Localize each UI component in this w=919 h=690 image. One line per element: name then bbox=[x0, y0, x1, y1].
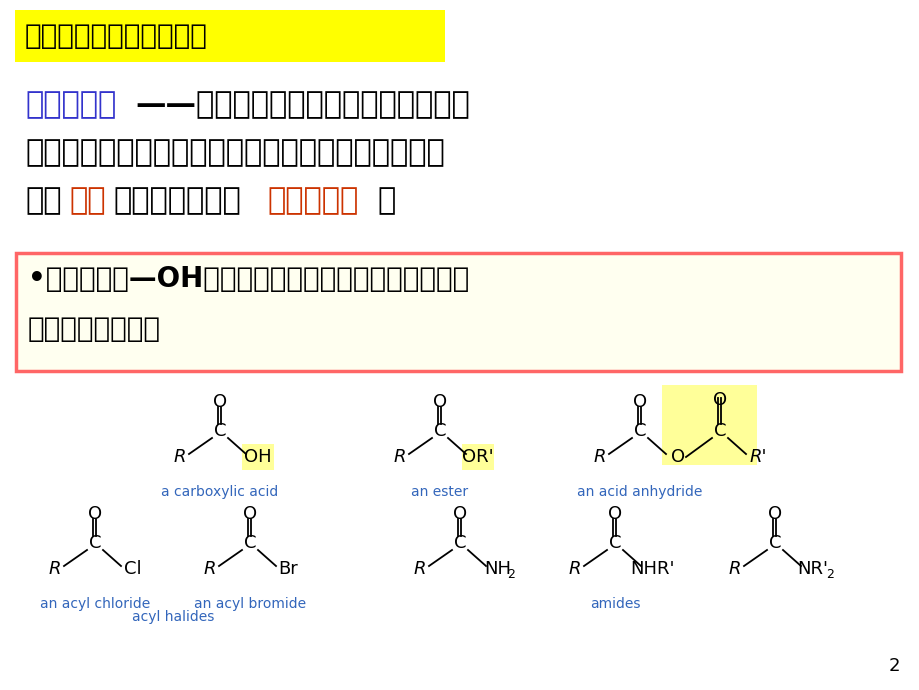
Text: C: C bbox=[88, 534, 101, 552]
Text: OR': OR' bbox=[461, 448, 494, 466]
Text: 羧酸衍生物的结构和命名: 羧酸衍生物的结构和命名 bbox=[25, 22, 208, 50]
FancyBboxPatch shape bbox=[16, 253, 900, 371]
Text: amides: amides bbox=[589, 597, 640, 611]
Text: C: C bbox=[213, 422, 226, 440]
Text: 酰基化合物: 酰基化合物 bbox=[267, 186, 357, 215]
Text: a carboxylic acid: a carboxylic acid bbox=[161, 485, 278, 499]
FancyBboxPatch shape bbox=[461, 444, 494, 470]
Text: O: O bbox=[243, 505, 256, 523]
Text: 。: 。 bbox=[377, 186, 395, 215]
Text: O: O bbox=[670, 448, 685, 466]
Text: C: C bbox=[608, 534, 620, 552]
FancyBboxPatch shape bbox=[662, 385, 756, 465]
FancyBboxPatch shape bbox=[15, 10, 445, 62]
Text: OH: OH bbox=[244, 448, 271, 466]
Text: R: R bbox=[414, 560, 425, 578]
Text: •羧酸分子中—OH被不同取代基取代，分别称为酰卤、: •羧酸分子中—OH被不同取代基取代，分别称为酰卤、 bbox=[28, 265, 469, 293]
Text: R: R bbox=[728, 560, 741, 578]
Text: R: R bbox=[203, 560, 216, 578]
Text: NR': NR' bbox=[797, 560, 828, 578]
Text: R: R bbox=[174, 448, 186, 466]
Text: C: C bbox=[453, 534, 466, 552]
Text: O: O bbox=[607, 505, 621, 523]
Text: 酸酐、酰胺和酯：: 酸酐、酰胺和酯： bbox=[28, 315, 161, 343]
Text: 2: 2 bbox=[825, 567, 834, 580]
Text: ——一般指羧基中的烃基被其他原子或: ——一般指羧基中的烃基被其他原子或 bbox=[135, 90, 470, 119]
Text: acyl halides: acyl halides bbox=[131, 610, 214, 624]
Text: 2: 2 bbox=[506, 567, 515, 580]
Text: an ester: an ester bbox=[411, 485, 468, 499]
Text: O: O bbox=[712, 391, 726, 409]
Text: 羧酸衍生物——一般指羧基中的烃基被其他原子或: 羧酸衍生物——一般指羧基中的烃基被其他原子或 bbox=[25, 90, 450, 119]
Text: 2: 2 bbox=[888, 657, 899, 675]
Text: 羧酸衍生物: 羧酸衍生物 bbox=[25, 90, 116, 119]
Text: an acid anhydride: an acid anhydride bbox=[577, 485, 702, 499]
Text: NH: NH bbox=[484, 560, 511, 578]
Text: 酰基: 酰基 bbox=[69, 186, 106, 215]
FancyBboxPatch shape bbox=[242, 444, 274, 470]
Text: NHR': NHR' bbox=[630, 560, 675, 578]
Text: R: R bbox=[393, 448, 406, 466]
Text: C: C bbox=[244, 534, 256, 552]
Text: R': R' bbox=[748, 448, 766, 466]
Text: C: C bbox=[768, 534, 780, 552]
Text: R: R bbox=[49, 560, 62, 578]
Text: O: O bbox=[433, 393, 447, 411]
Text: O: O bbox=[632, 393, 646, 411]
Text: C: C bbox=[713, 422, 725, 440]
Text: an acyl chloride: an acyl chloride bbox=[40, 597, 150, 611]
Text: O: O bbox=[452, 505, 467, 523]
Text: ，因此也统称为: ，因此也统称为 bbox=[113, 186, 241, 215]
Text: C: C bbox=[433, 422, 446, 440]
Text: O: O bbox=[212, 393, 227, 411]
Text: an acyl bromide: an acyl bromide bbox=[194, 597, 306, 611]
Text: O: O bbox=[767, 505, 781, 523]
Text: Br: Br bbox=[278, 560, 298, 578]
Text: R: R bbox=[593, 448, 606, 466]
Text: R: R bbox=[568, 560, 581, 578]
Text: C: C bbox=[633, 422, 645, 440]
Text: 含有: 含有 bbox=[25, 186, 62, 215]
Text: Cl: Cl bbox=[124, 560, 142, 578]
Text: O: O bbox=[88, 505, 102, 523]
Text: 基团取代后所生成的化合物。羧酸和羧酸衍生物中都: 基团取代后所生成的化合物。羧酸和羧酸衍生物中都 bbox=[25, 138, 444, 167]
